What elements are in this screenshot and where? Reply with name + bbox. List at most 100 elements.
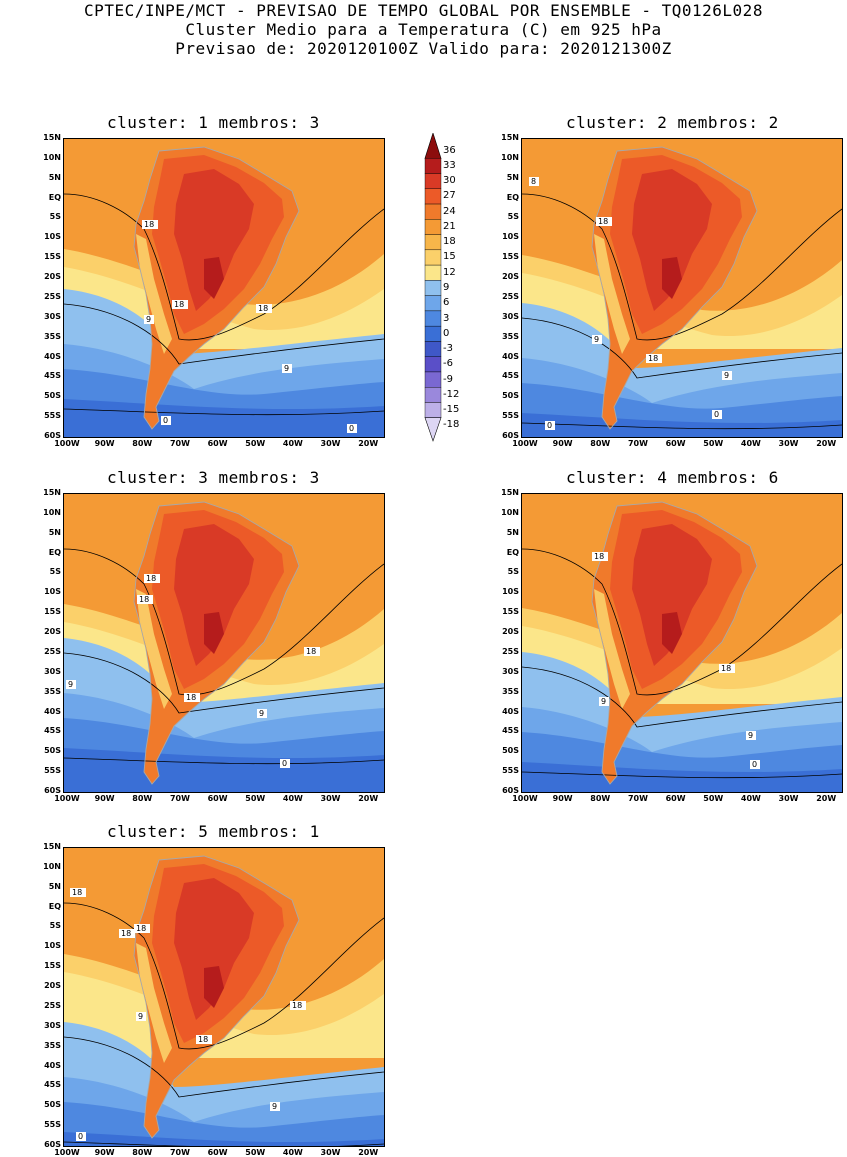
contour-label: 18 (174, 300, 184, 309)
legend-level-label: 9 (443, 282, 450, 293)
contour-label: 18 (258, 304, 268, 313)
lon-tick-label: 60W (207, 794, 228, 803)
lon-tick-label: 40W (282, 1148, 303, 1157)
legend-swatch (424, 371, 442, 388)
band-0 (64, 748, 384, 792)
band-30 (174, 169, 254, 311)
lat-tick-label: 15N (43, 488, 61, 497)
temperature-map: 18 18 18 18 9 18 9 0 (64, 848, 384, 1146)
lon-tick-label: 70W (169, 1148, 190, 1157)
legend-swatch (424, 249, 442, 266)
lon-tick-label: 70W (627, 794, 648, 803)
lat-tick-label: 25S (502, 646, 519, 656)
contour-0 (522, 771, 842, 779)
contour-label: 18 (721, 664, 731, 673)
contour-label: 0 (714, 410, 719, 419)
legend-swatch (424, 341, 442, 357)
legend-swatch (424, 325, 442, 342)
lat-tick-label: 10S (44, 587, 61, 597)
temperature-map: 18 18 9 9 0 (522, 494, 842, 792)
lat-tick-label: 5S (49, 921, 61, 931)
lon-tick-label: 30W (320, 1148, 341, 1157)
legend-swatch (424, 132, 442, 159)
contour-label-box (599, 697, 609, 706)
lat-tick-label: 60S (44, 431, 61, 440)
continent (134, 502, 299, 784)
contour-9 (64, 303, 384, 365)
lat-tick-label: 40S (502, 351, 519, 361)
contour-label-box (545, 421, 555, 430)
panel-2-title: cluster: 2 membros: 2 (566, 113, 779, 132)
lat-tick-label: 15S (44, 961, 61, 971)
legend-level-label: -12 (443, 388, 460, 400)
lat-tick-label: 5N (48, 172, 61, 182)
lon-tick-label: 50W (245, 1148, 266, 1157)
header-line-1: CPTEC/INPE/MCT - PREVISAO DE TEMPO GLOBA… (84, 1, 763, 20)
lat-tick-label: 45S (502, 726, 519, 736)
legend-level-label: -15 (443, 404, 460, 416)
lon-tick-label: 80W (132, 439, 153, 448)
contour-9 (522, 317, 842, 379)
lat-tick-label: 45S (44, 726, 61, 736)
lat-tick-label: 60S (502, 786, 519, 795)
lat-tick-label: 10S (502, 587, 519, 597)
contour-label: 18 (121, 929, 131, 938)
contour-label: 0 (752, 760, 757, 769)
lon-tick-label: 50W (245, 439, 266, 448)
contour-label: 18 (306, 647, 316, 656)
lon-tick-label: 40W (282, 439, 303, 448)
lat-tick-label: EQ (48, 901, 61, 911)
andes-band (594, 234, 630, 354)
legend-swatch (424, 173, 442, 189)
contour-label-box (256, 304, 272, 313)
contour-label: 18 (648, 354, 658, 363)
lat-tick-label: 10S (44, 941, 61, 951)
band-12 (522, 273, 842, 349)
contour-label-box (76, 1132, 86, 1141)
colorbar-legend (424, 132, 444, 447)
legend-swatch (424, 417, 442, 442)
coastline (133, 855, 300, 1139)
contour-label-box (646, 354, 662, 363)
lat-tick-label: 5S (507, 567, 519, 577)
lon-tick-label: 30W (778, 439, 799, 448)
coastline (133, 501, 300, 785)
lat-tick-label: 5S (49, 212, 61, 222)
contour-label: 18 (146, 574, 156, 583)
lat-tick-label: 50S (44, 746, 61, 756)
lat-tick-label: 50S (44, 1100, 61, 1110)
lon-tick-label: 100W (54, 439, 80, 448)
contour-0 (522, 422, 842, 430)
band-33 (204, 257, 224, 299)
panel-4-map: 18 18 9 9 0 (521, 493, 843, 793)
lat-tick-label: 20S (44, 272, 61, 282)
panel-1-title: cluster: 1 membros: 3 (107, 113, 320, 132)
lat-tick-label: 20S (502, 627, 519, 637)
legend-level-label: 6 (443, 297, 450, 309)
lon-tick-label: 60W (207, 1148, 228, 1157)
contour-label-box (750, 760, 760, 769)
panel-3-title: cluster: 3 membros: 3 (107, 468, 320, 487)
contour-label-box (270, 1102, 280, 1111)
lat-tick-label: 55S (44, 766, 61, 776)
lat-tick-label: 35S (44, 686, 61, 696)
legend-swatch (424, 234, 442, 251)
legend-level-label: 21 (443, 220, 456, 232)
contour-label-box (347, 424, 357, 433)
lat-tick-label: 30S (44, 1020, 61, 1030)
andes-band (136, 943, 172, 1063)
lat-tick-label: 60S (44, 786, 61, 795)
lat-tick-label: 40S (44, 1060, 61, 1070)
lat-tick-label: 10S (44, 232, 61, 242)
lat-tick-label: 15N (43, 133, 61, 142)
lon-tick-label: 50W (245, 794, 266, 803)
header-line-3: Previsao de: 2020120100Z Valido para: 20… (175, 39, 672, 58)
lon-tick-label: 60W (207, 439, 228, 448)
lat-tick-label: 30S (44, 666, 61, 676)
legend-level-label: -18 (443, 419, 460, 431)
lon-tick-label: 20W (816, 439, 837, 448)
lon-tick-label: 20W (358, 1148, 379, 1157)
lon-tick-label: 100W (54, 1148, 80, 1157)
contour-label-box (746, 731, 756, 740)
lat-tick-label: EQ (506, 192, 519, 202)
